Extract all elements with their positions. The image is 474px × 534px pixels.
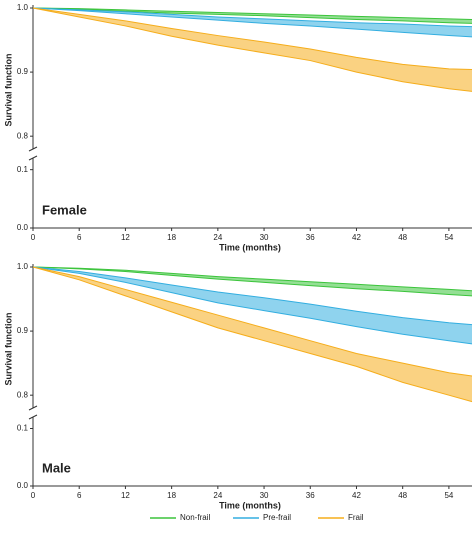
axis-break [28,146,38,161]
survival-line [32,266,473,403]
legend-label: Non-frail [180,513,210,522]
panel-label: Male [42,460,71,475]
legend-label: Pre-frail [263,513,291,522]
survival-line [32,266,473,377]
survival-band [33,267,472,344]
y-tick-label: 0.1 [17,424,29,433]
survival-line [32,266,473,297]
x-tick-label: 30 [260,233,269,242]
y-tick-label: 0.0 [17,481,29,490]
x-tick-label: 42 [352,491,361,500]
y-tick-label: 0.8 [17,390,29,399]
x-tick-label: 0 [31,233,36,242]
survival-line [32,7,473,71]
x-tick-label: 0 [31,491,36,500]
axis-break [28,405,38,420]
x-tick-label: 54 [444,233,453,242]
x-tick-label: 54 [444,491,453,500]
panel-label: Female [42,202,87,217]
x-tick-label: 24 [213,233,222,242]
x-tick-label: 18 [167,233,176,242]
survival-line [32,266,473,292]
x-axis-label: Time (months) [219,500,281,510]
survival-line [32,7,473,21]
survival-band [33,8,472,92]
x-tick-label: 42 [352,233,361,242]
survival-line [32,266,473,326]
y-axis-label: Survival function [3,312,13,385]
x-tick-label: 36 [306,491,315,500]
x-tick-label: 24 [213,491,222,500]
y-tick-label: 0.8 [17,131,29,140]
x-tick-label: 48 [398,491,407,500]
legend-label: Frail [348,513,364,522]
x-tick-label: 6 [77,491,82,500]
survival-line [32,7,473,92]
survival-line [32,266,473,345]
x-tick-label: 18 [167,491,176,500]
survival-line [32,7,473,28]
x-tick-label: 36 [306,233,315,242]
x-axis-label: Time (months) [219,242,281,252]
x-tick-label: 6 [77,233,82,242]
y-tick-label: 1.0 [17,262,29,271]
x-tick-label: 30 [260,491,269,500]
x-tick-label: 48 [398,233,407,242]
x-tick-label: 12 [121,233,130,242]
y-tick-label: 0.1 [17,165,29,174]
x-tick-label: 12 [121,491,130,500]
y-tick-label: 0.9 [17,67,29,76]
survival-line [32,7,473,38]
y-tick-label: 0.9 [17,326,29,335]
y-axis-label: Survival function [3,53,13,126]
survival-line [32,7,473,24]
y-tick-label: 1.0 [17,3,29,12]
y-tick-label: 0.0 [17,223,29,232]
